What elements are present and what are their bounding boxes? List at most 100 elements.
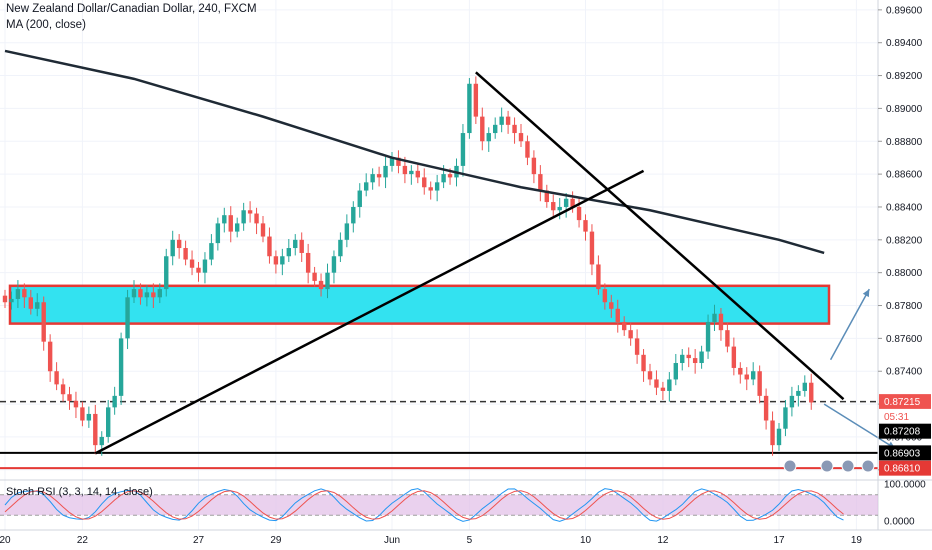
price-tick-label: 0.87800 xyxy=(886,301,923,312)
candle xyxy=(809,382,814,403)
candle xyxy=(209,243,214,260)
candle xyxy=(138,289,143,298)
candle xyxy=(280,256,285,265)
price-tag-box xyxy=(879,423,931,439)
candle xyxy=(628,330,633,339)
projection-arrow xyxy=(829,288,870,361)
candle xyxy=(660,387,666,391)
candle xyxy=(144,292,150,298)
candle xyxy=(480,116,485,142)
stoch-rsi-label[interactable]: Stoch RSI (3, 3, 14, 14, close) xyxy=(6,486,153,498)
ma-indicator-label[interactable]: MA (200, close) xyxy=(6,19,86,31)
candle xyxy=(389,157,395,166)
candle xyxy=(634,338,640,355)
stoch-level-label: 100.0000 xyxy=(884,480,926,491)
candle xyxy=(267,236,272,257)
candle xyxy=(551,202,556,211)
candle xyxy=(570,198,575,207)
candle xyxy=(409,170,414,175)
candle xyxy=(318,280,324,290)
candle xyxy=(54,371,59,385)
time-tick-label: 22 xyxy=(77,535,89,546)
candle xyxy=(796,390,801,396)
candle xyxy=(312,272,317,281)
price-tick-label: 0.89000 xyxy=(886,104,923,115)
candle xyxy=(776,428,782,446)
candle xyxy=(563,198,569,207)
candle xyxy=(293,239,298,249)
price-tick-label: 0.89400 xyxy=(886,38,923,49)
candle xyxy=(357,190,362,207)
candle xyxy=(557,206,562,211)
candle xyxy=(712,313,717,322)
price-tag: 0.87208 xyxy=(884,427,921,438)
time-tick-label: Jun xyxy=(384,535,400,546)
candle xyxy=(73,400,79,408)
candle xyxy=(789,395,795,408)
candle xyxy=(106,407,111,437)
time-tick-label: 10 xyxy=(580,535,592,546)
candle xyxy=(202,259,208,273)
candle xyxy=(731,346,737,368)
candle xyxy=(602,289,608,303)
candle xyxy=(686,354,691,359)
candle xyxy=(112,395,117,408)
candle xyxy=(402,165,408,175)
chart-title: New Zealand Dollar/Canadian Dollar, 240,… xyxy=(6,3,257,15)
price-tag-box xyxy=(879,394,931,410)
candle xyxy=(692,358,698,364)
candle xyxy=(499,116,504,125)
candle xyxy=(370,174,375,183)
candle xyxy=(654,379,659,388)
candle xyxy=(80,407,85,421)
candle xyxy=(763,395,769,421)
candle xyxy=(422,177,427,188)
candle xyxy=(60,384,66,395)
candle xyxy=(93,413,98,446)
candle xyxy=(41,302,46,342)
candle xyxy=(183,248,188,260)
projection-arrow xyxy=(823,403,896,450)
stoch-d-line xyxy=(4,490,844,520)
candle xyxy=(757,371,762,396)
price-tag-box xyxy=(879,408,931,424)
moving-average-line xyxy=(4,49,825,255)
candle xyxy=(2,295,8,303)
candle xyxy=(576,206,582,221)
candle xyxy=(86,413,92,421)
candle xyxy=(718,313,724,331)
candle xyxy=(493,124,498,134)
price-tick-label: 0.88400 xyxy=(886,202,923,213)
candle xyxy=(641,354,646,372)
time-tick-label: 20 xyxy=(0,535,11,546)
price-tick-label: 0.87600 xyxy=(886,334,923,345)
candle xyxy=(738,367,743,375)
price-tick-label: 0.88800 xyxy=(886,137,923,148)
candle xyxy=(215,223,221,244)
candle xyxy=(125,297,130,339)
candle xyxy=(486,133,491,142)
event-icon xyxy=(861,459,875,473)
candle xyxy=(680,354,685,364)
candle xyxy=(525,141,530,158)
price-tick-label: 0.88600 xyxy=(886,170,923,181)
price-tag: 0.86810 xyxy=(884,464,921,475)
candle xyxy=(583,220,588,232)
candle xyxy=(338,239,343,257)
candle xyxy=(699,351,704,364)
price-tag: 0.87215 xyxy=(884,397,921,408)
candle xyxy=(254,213,259,224)
price-tag-box xyxy=(879,445,931,461)
candle xyxy=(131,289,137,298)
event-icon xyxy=(820,459,834,473)
candle xyxy=(434,182,440,191)
candle xyxy=(241,210,246,224)
candle xyxy=(222,215,227,224)
candle xyxy=(273,256,279,265)
candle xyxy=(467,83,472,134)
candle xyxy=(151,292,156,298)
candle xyxy=(589,231,595,265)
candle xyxy=(247,210,253,214)
candle xyxy=(331,256,337,273)
